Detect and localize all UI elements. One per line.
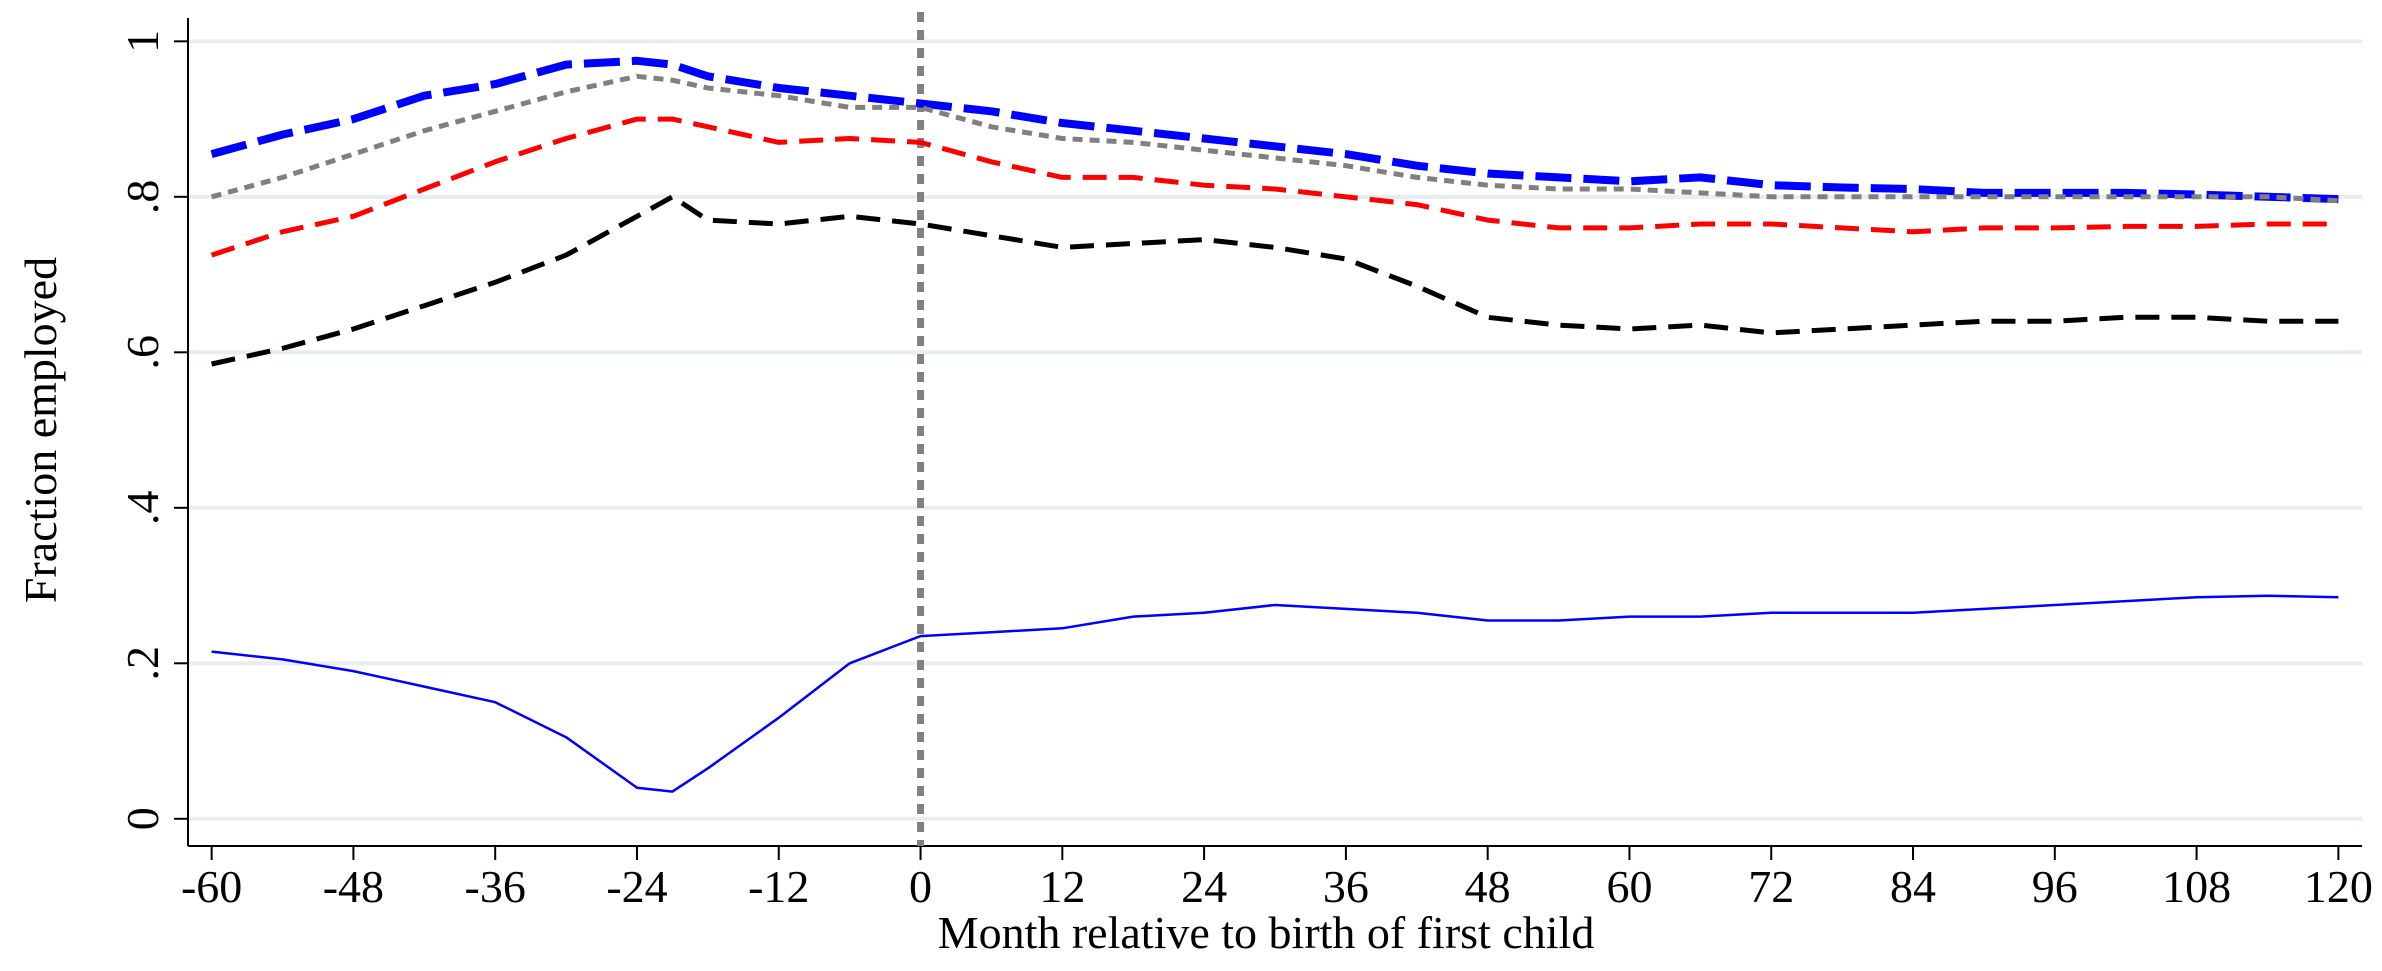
y-tick-label-4: .8 [117,180,168,215]
y-tick-label-1: .2 [117,646,168,681]
y-tick-label-0: 0 [117,807,168,830]
label-layer: 0 .2 .4 .6 .8 1 -60 -48 -36 -24 -12 0 12 24 36 48 60 72 84… [117,30,2373,912]
x-tick-label-4: -12 [748,861,809,912]
x-tick-label-12: 84 [1890,861,1936,912]
x-tick-label-8: 36 [1323,861,1369,912]
axis-layer [174,18,2362,860]
series-line-2 [210,116,2339,258]
x-tick-label-14: 108 [2162,861,2231,912]
y-tick-label-3: .6 [117,335,168,370]
y-axis-title: Fraction employed [15,257,66,603]
series-line-1 [210,73,2339,204]
series-line-4 [211,594,2339,793]
series-line-0 [210,56,2339,204]
x-tick-label-0: -60 [181,861,242,912]
series-line-3 [211,194,2339,367]
x-tick-label-1: -48 [323,861,384,912]
x-tick-label-15: 120 [2304,861,2373,912]
grid-layer [188,39,2362,821]
x-axis-title: Month relative to birth of first child [938,907,1595,958]
x-tick-label-7: 24 [1181,861,1227,912]
x-tick-label-2: -36 [465,861,526,912]
y-tick-label-5: 1 [117,30,168,53]
x-tick-label-9: 48 [1465,861,1511,912]
x-tick-label-5: 0 [909,861,932,912]
x-tick-label-10: 60 [1606,861,1652,912]
x-tick-label-13: 96 [2032,861,2078,912]
x-tick-label-3: -24 [606,861,667,912]
y-tick-label-2: .4 [117,491,168,526]
x-tick-label-11: 72 [1748,861,1794,912]
series-layer [210,12,2339,846]
x-tick-label-6: 12 [1039,861,1085,912]
